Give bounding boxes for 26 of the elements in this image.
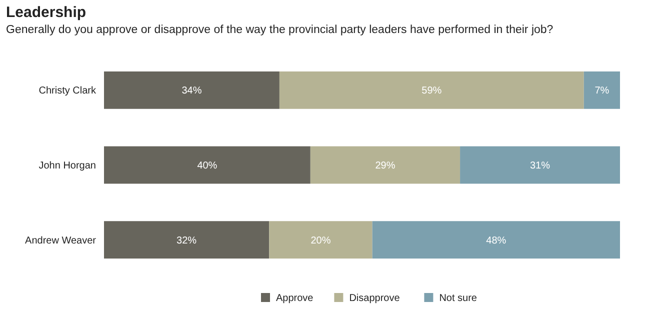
bar [584, 71, 620, 109]
data-label: 32% [176, 235, 197, 246]
bar [310, 146, 460, 184]
chart-subtitle: Generally do you approve or disapprove of the way the provincial party leaders have performed in their job? [6, 24, 554, 36]
y-tick-label: John Horgan [38, 160, 96, 172]
legend-label: Disapprove [349, 293, 400, 304]
bar [104, 221, 270, 259]
data-label: 40% [197, 160, 218, 172]
data-label: 29% [375, 160, 396, 172]
bar [104, 71, 280, 109]
data-label: 31% [530, 160, 550, 172]
bar [279, 71, 584, 109]
data-label: 48% [486, 235, 506, 246]
bar [372, 221, 620, 259]
y-tick-label: Andrew Weaver [25, 235, 97, 246]
data-label: 7% [594, 86, 610, 97]
legend-label: Not sure [439, 293, 478, 304]
legend-label: Approve [276, 293, 314, 304]
bar [104, 146, 310, 184]
chart-title: Leadership [6, 4, 86, 21]
data-label: 20% [310, 235, 331, 246]
y-tick-label: Christy Clark [38, 86, 97, 97]
data-label: 34% [182, 86, 202, 97]
data-label: 59% [422, 86, 442, 97]
bar [460, 146, 620, 184]
bar [269, 221, 372, 259]
